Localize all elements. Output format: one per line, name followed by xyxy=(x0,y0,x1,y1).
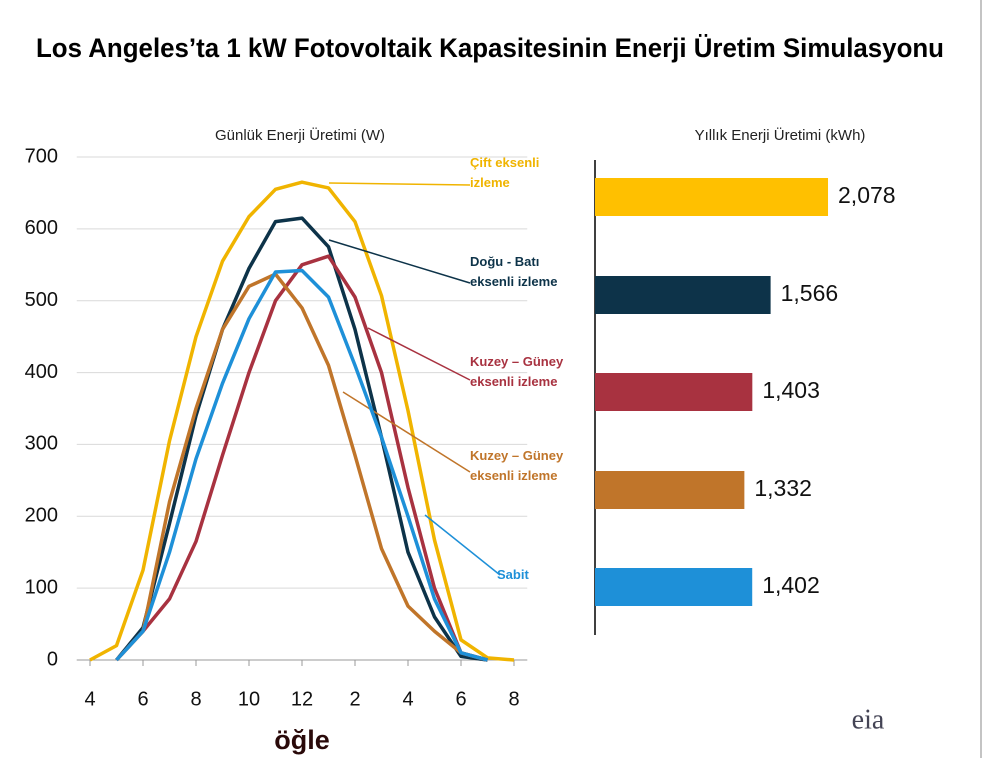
y-tick-label: 0 xyxy=(47,648,58,670)
y-tick-label: 200 xyxy=(25,505,58,527)
y-tick-label: 100 xyxy=(25,576,58,598)
series-line xyxy=(115,216,488,662)
series-line xyxy=(115,268,488,662)
logo: eia xyxy=(852,704,885,735)
series-line xyxy=(89,180,515,662)
y-tick-label: 600 xyxy=(25,217,58,239)
bar xyxy=(595,276,771,314)
x-tick-label: 12 xyxy=(291,688,313,710)
x-tick-label: 10 xyxy=(238,688,260,710)
y-tick-label: 700 xyxy=(25,145,58,167)
line-subtitle: Günlük Enerji Üretimi (W) xyxy=(215,126,385,144)
series-label: Doğu - Batı eksenli izleme xyxy=(470,254,558,289)
page-title: Los Angeles’ta 1 kW Fotovoltaik Kapasite… xyxy=(36,33,944,63)
value-label: 1,566 xyxy=(781,280,839,306)
bar xyxy=(595,471,745,509)
value-label: 1,332 xyxy=(754,475,812,501)
leader-line xyxy=(342,391,471,473)
y-tick-label: 300 xyxy=(25,433,58,455)
value-label: 2,078 xyxy=(838,182,896,208)
series-label: Çift eksenli izleme xyxy=(470,155,540,190)
series-line xyxy=(115,254,488,662)
x-tick-label: 2 xyxy=(349,688,360,710)
value-label: 1,402 xyxy=(762,572,820,598)
leader-line xyxy=(328,182,471,186)
x-tick-label: 4 xyxy=(402,688,413,710)
x-tick-label: 4 xyxy=(84,688,95,710)
x-tick-label: 8 xyxy=(190,688,201,710)
x-tick-label: 6 xyxy=(137,688,148,710)
series-label: Sabit xyxy=(497,567,529,582)
bar xyxy=(595,568,753,606)
leader-line xyxy=(328,239,471,284)
bar xyxy=(595,373,753,411)
bar xyxy=(595,178,829,216)
leader-line xyxy=(424,514,501,576)
bar-subtitle: Yıllık Enerji Üretimi (kWh) xyxy=(695,126,866,144)
x-axis-label: öğle xyxy=(274,725,330,755)
series-label: Kuzey – Güney eksenli izleme xyxy=(470,354,564,389)
y-tick-label: 400 xyxy=(25,361,58,383)
x-tick-label: 8 xyxy=(508,688,519,710)
leader-line xyxy=(367,327,471,381)
series-label: Kuzey – Güney eksenli izleme xyxy=(470,448,564,483)
y-tick-label: 500 xyxy=(25,289,58,311)
value-label: 1,403 xyxy=(762,377,820,403)
series-line xyxy=(115,272,488,662)
x-tick-label: 6 xyxy=(455,688,466,710)
